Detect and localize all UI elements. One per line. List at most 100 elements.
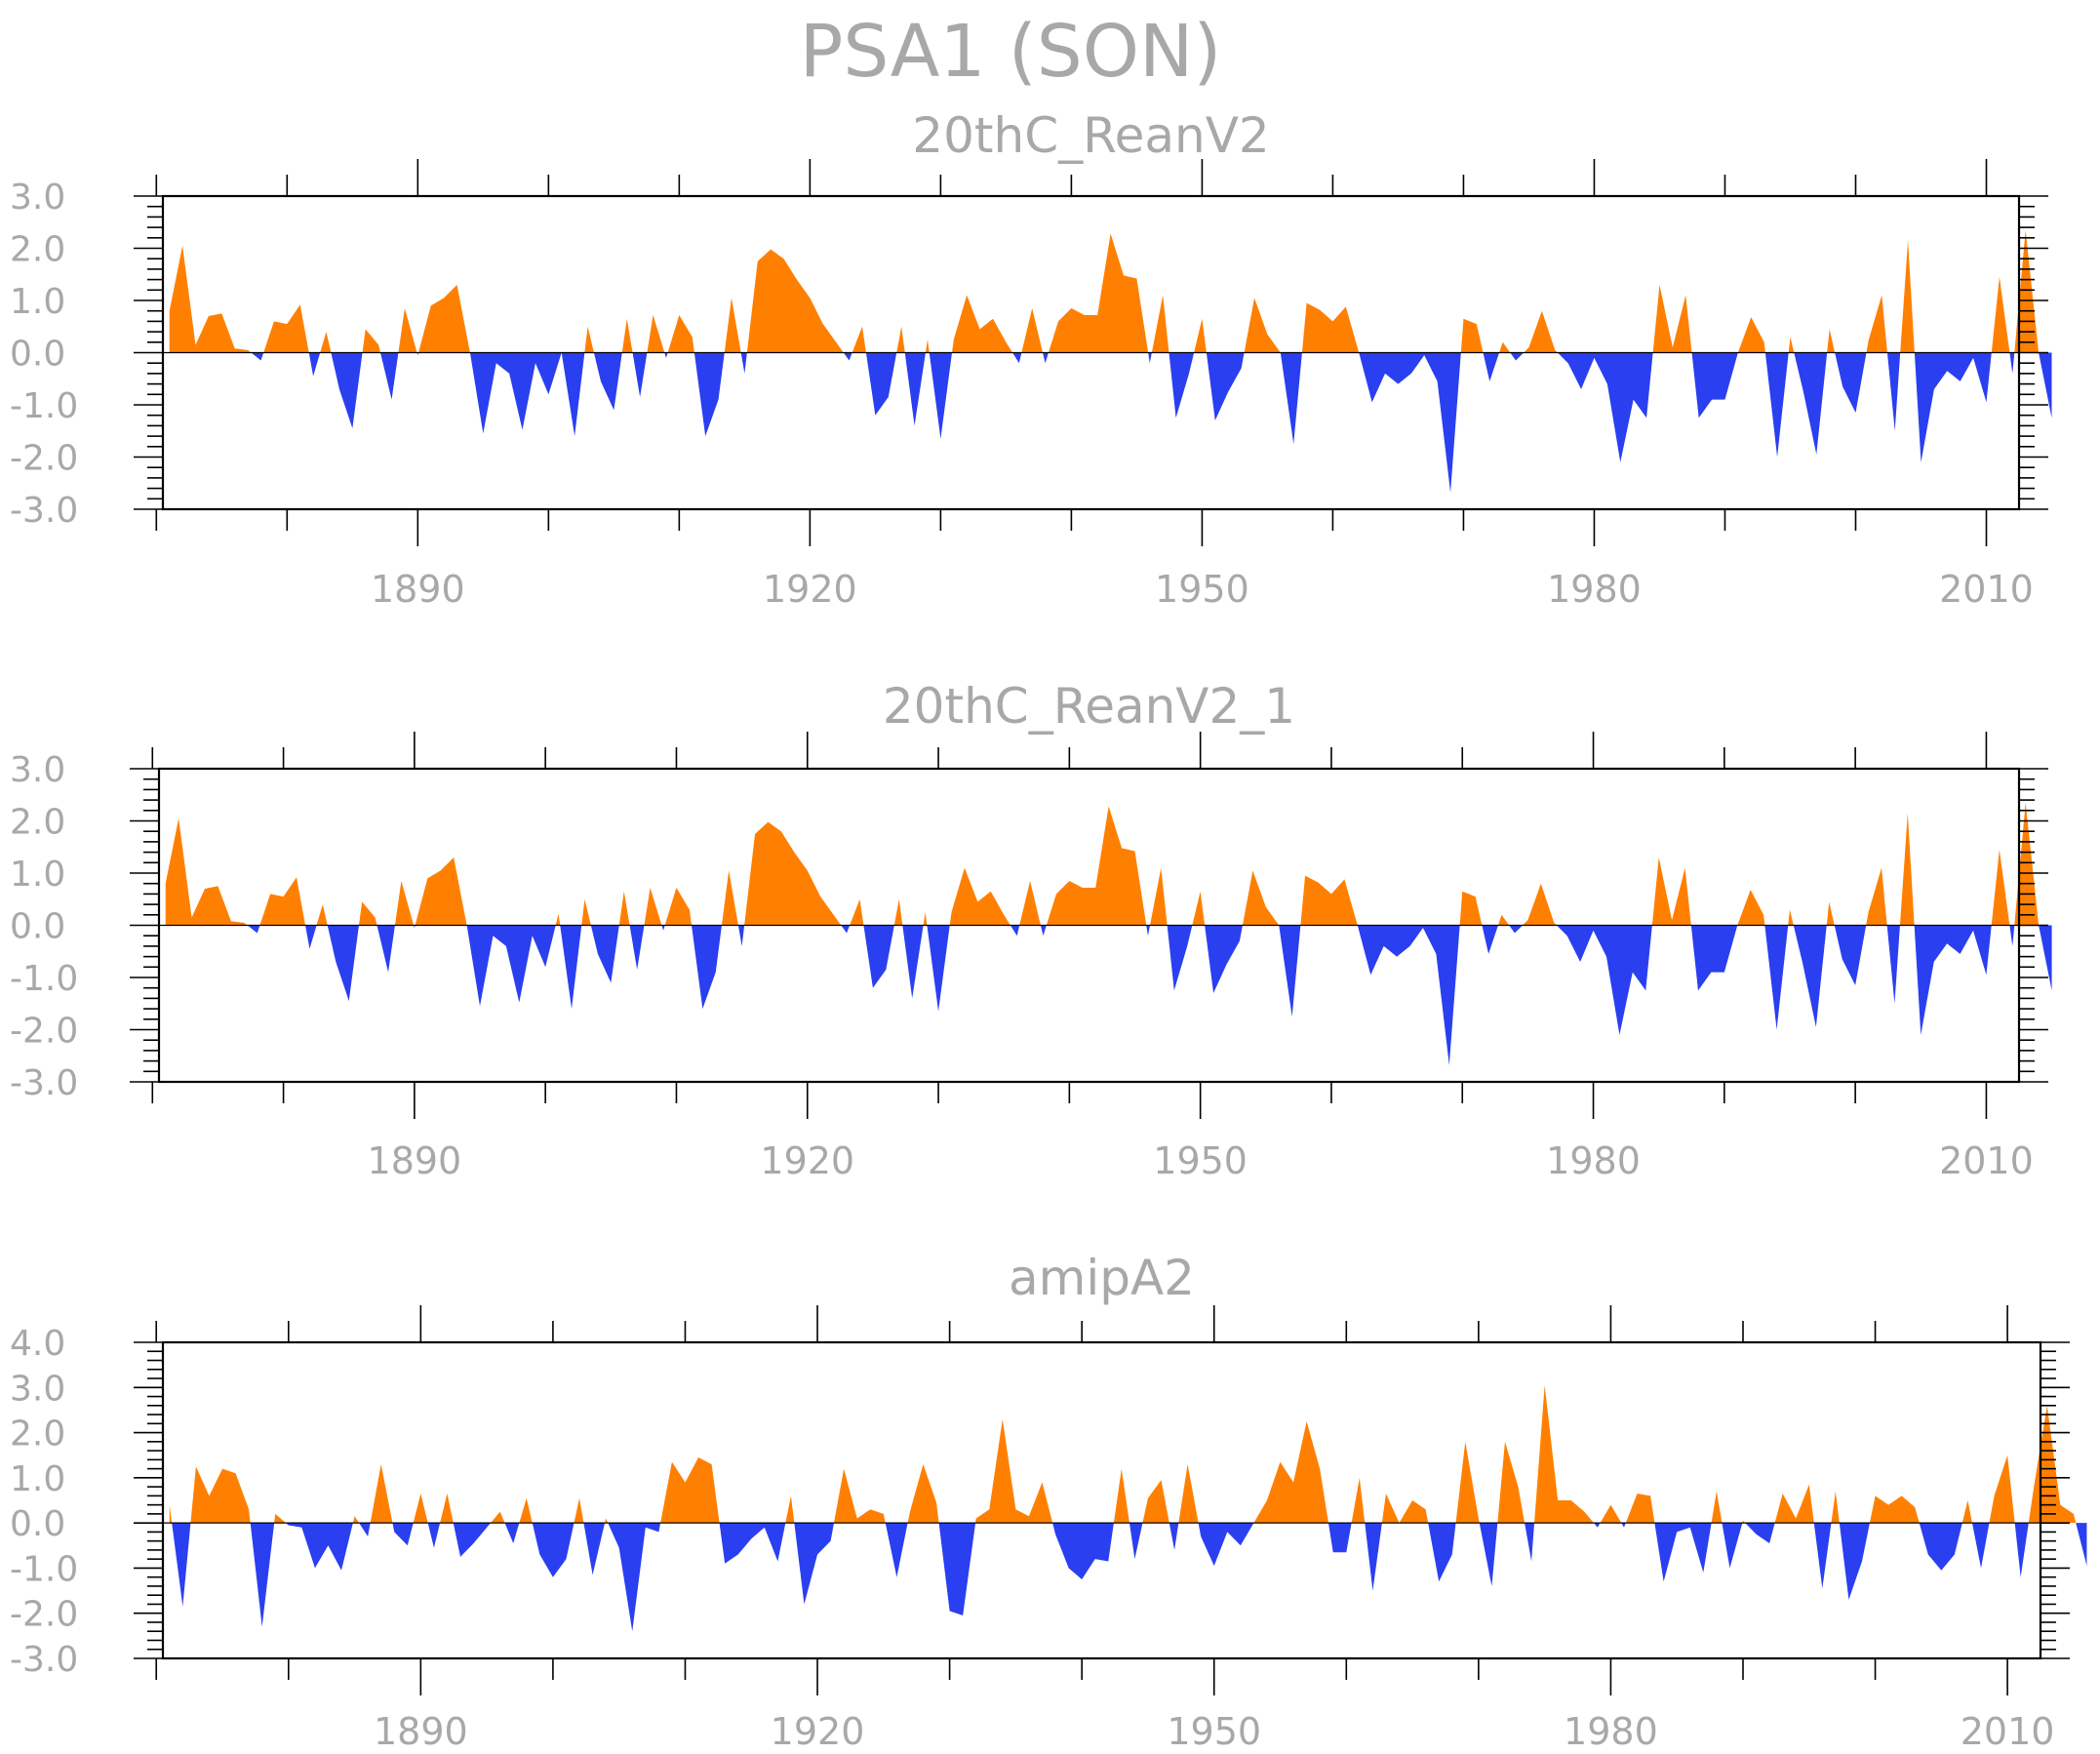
data-point <box>551 1575 554 1578</box>
x-tick-label: 2010 <box>1939 568 2034 611</box>
data-point <box>1450 1553 1453 1556</box>
data-point <box>1109 232 1112 235</box>
data-point <box>207 315 210 318</box>
data-point <box>259 359 262 362</box>
data-point <box>2011 944 2014 947</box>
data-point <box>1596 1526 1599 1529</box>
data-point <box>1266 333 1269 336</box>
data-point <box>571 1008 574 1011</box>
data-point <box>247 348 250 351</box>
data-point <box>1867 911 1870 914</box>
x-tick-label: 1950 <box>1167 1710 1261 1753</box>
data-point <box>610 981 613 984</box>
data-point <box>591 1574 594 1576</box>
data-point <box>557 912 560 915</box>
data-point <box>374 916 376 919</box>
data-point <box>1828 900 1831 903</box>
data-point <box>1959 379 1961 382</box>
data-point <box>1893 429 1896 432</box>
data-point <box>1724 398 1726 401</box>
data-point <box>974 1517 977 1520</box>
data-point <box>882 1512 885 1515</box>
panels: 20thC_ReanV23.02.01.00.0-1.0-2.0-3.01890… <box>10 107 2087 1753</box>
data-point <box>1697 417 1700 419</box>
data-point <box>1343 878 1346 881</box>
data-point <box>1605 955 1607 958</box>
data-point <box>1920 1033 1922 1036</box>
data-point <box>1815 453 1818 456</box>
data-point <box>313 1567 316 1570</box>
data-point <box>574 435 576 438</box>
data-point <box>538 1553 541 1556</box>
data-point <box>1788 908 1791 911</box>
x-tick-label: 1980 <box>1564 1710 1658 1753</box>
data-point <box>684 1481 687 1484</box>
data-point <box>1227 390 1230 393</box>
y-tick-label: -1.0 <box>10 386 78 426</box>
data-point <box>508 372 511 375</box>
data-point <box>776 1560 779 1563</box>
data-point <box>911 997 914 1000</box>
positive-anomaly-area <box>165 802 2052 926</box>
x-tick-label: 1920 <box>760 1139 854 1182</box>
data-point <box>1421 927 1424 930</box>
data-point <box>795 278 798 281</box>
panel-title: 20thC_ReanV2 <box>912 107 1269 164</box>
data-point <box>829 1539 832 1542</box>
data-point <box>361 900 364 903</box>
data-point <box>479 1005 482 1008</box>
data-point <box>168 309 171 312</box>
data-point <box>300 1526 303 1529</box>
data-point <box>848 359 851 362</box>
data-point <box>1684 866 1686 869</box>
data-point <box>426 877 429 880</box>
data-point <box>743 372 746 375</box>
data-point <box>1001 1417 1004 1420</box>
data-point <box>429 304 432 307</box>
data-point <box>1530 1560 1533 1563</box>
data-point <box>900 325 903 328</box>
data-point <box>1749 889 1752 892</box>
data-point <box>855 1517 858 1520</box>
data-point <box>926 339 929 341</box>
data-point <box>1464 1440 1467 1443</box>
data-point <box>1893 1002 1896 1005</box>
data-point <box>924 911 927 914</box>
data-point <box>1424 1508 1427 1511</box>
data-point <box>625 317 628 320</box>
data-point <box>1096 313 1099 316</box>
data-point <box>1540 309 1543 312</box>
data-point <box>578 1496 581 1499</box>
data-point <box>2050 989 2053 992</box>
data-point <box>670 1460 673 1463</box>
data-point <box>1854 984 1857 987</box>
data-point <box>1135 277 1138 280</box>
data-point <box>432 1546 435 1549</box>
data-point <box>204 888 207 891</box>
data-point <box>1319 308 1322 311</box>
data-point <box>1304 874 1307 877</box>
data-point <box>1005 340 1008 343</box>
x-tick-label: 1890 <box>371 568 465 611</box>
data-point <box>1715 1490 1718 1493</box>
data-point <box>1345 1551 1348 1554</box>
data-point <box>459 1555 462 1558</box>
data-point <box>269 893 272 896</box>
y-tick-label: -2.0 <box>10 1012 78 1052</box>
data-point <box>1789 336 1792 339</box>
data-point <box>1070 307 1073 310</box>
data-point <box>1054 1533 1057 1535</box>
data-point <box>2011 372 2014 375</box>
main-title: PSA1 (SON) <box>800 10 1222 94</box>
data-point <box>1795 1517 1798 1520</box>
panel-1: 20thC_ReanV2 3.0 2.0 1.0 0.0 -1.0 -2.0 -3.0 1890… <box>10 107 2052 611</box>
data-point <box>1592 929 1595 932</box>
negative-anomaly-area <box>169 1523 2087 1632</box>
data-point <box>756 259 759 262</box>
data-point <box>547 393 550 396</box>
data-point <box>1121 847 1124 850</box>
data-point <box>1317 881 1320 884</box>
data-point <box>1411 1499 1414 1502</box>
data-point <box>846 932 849 935</box>
y-tick-label: 1.0 <box>10 1459 65 1499</box>
